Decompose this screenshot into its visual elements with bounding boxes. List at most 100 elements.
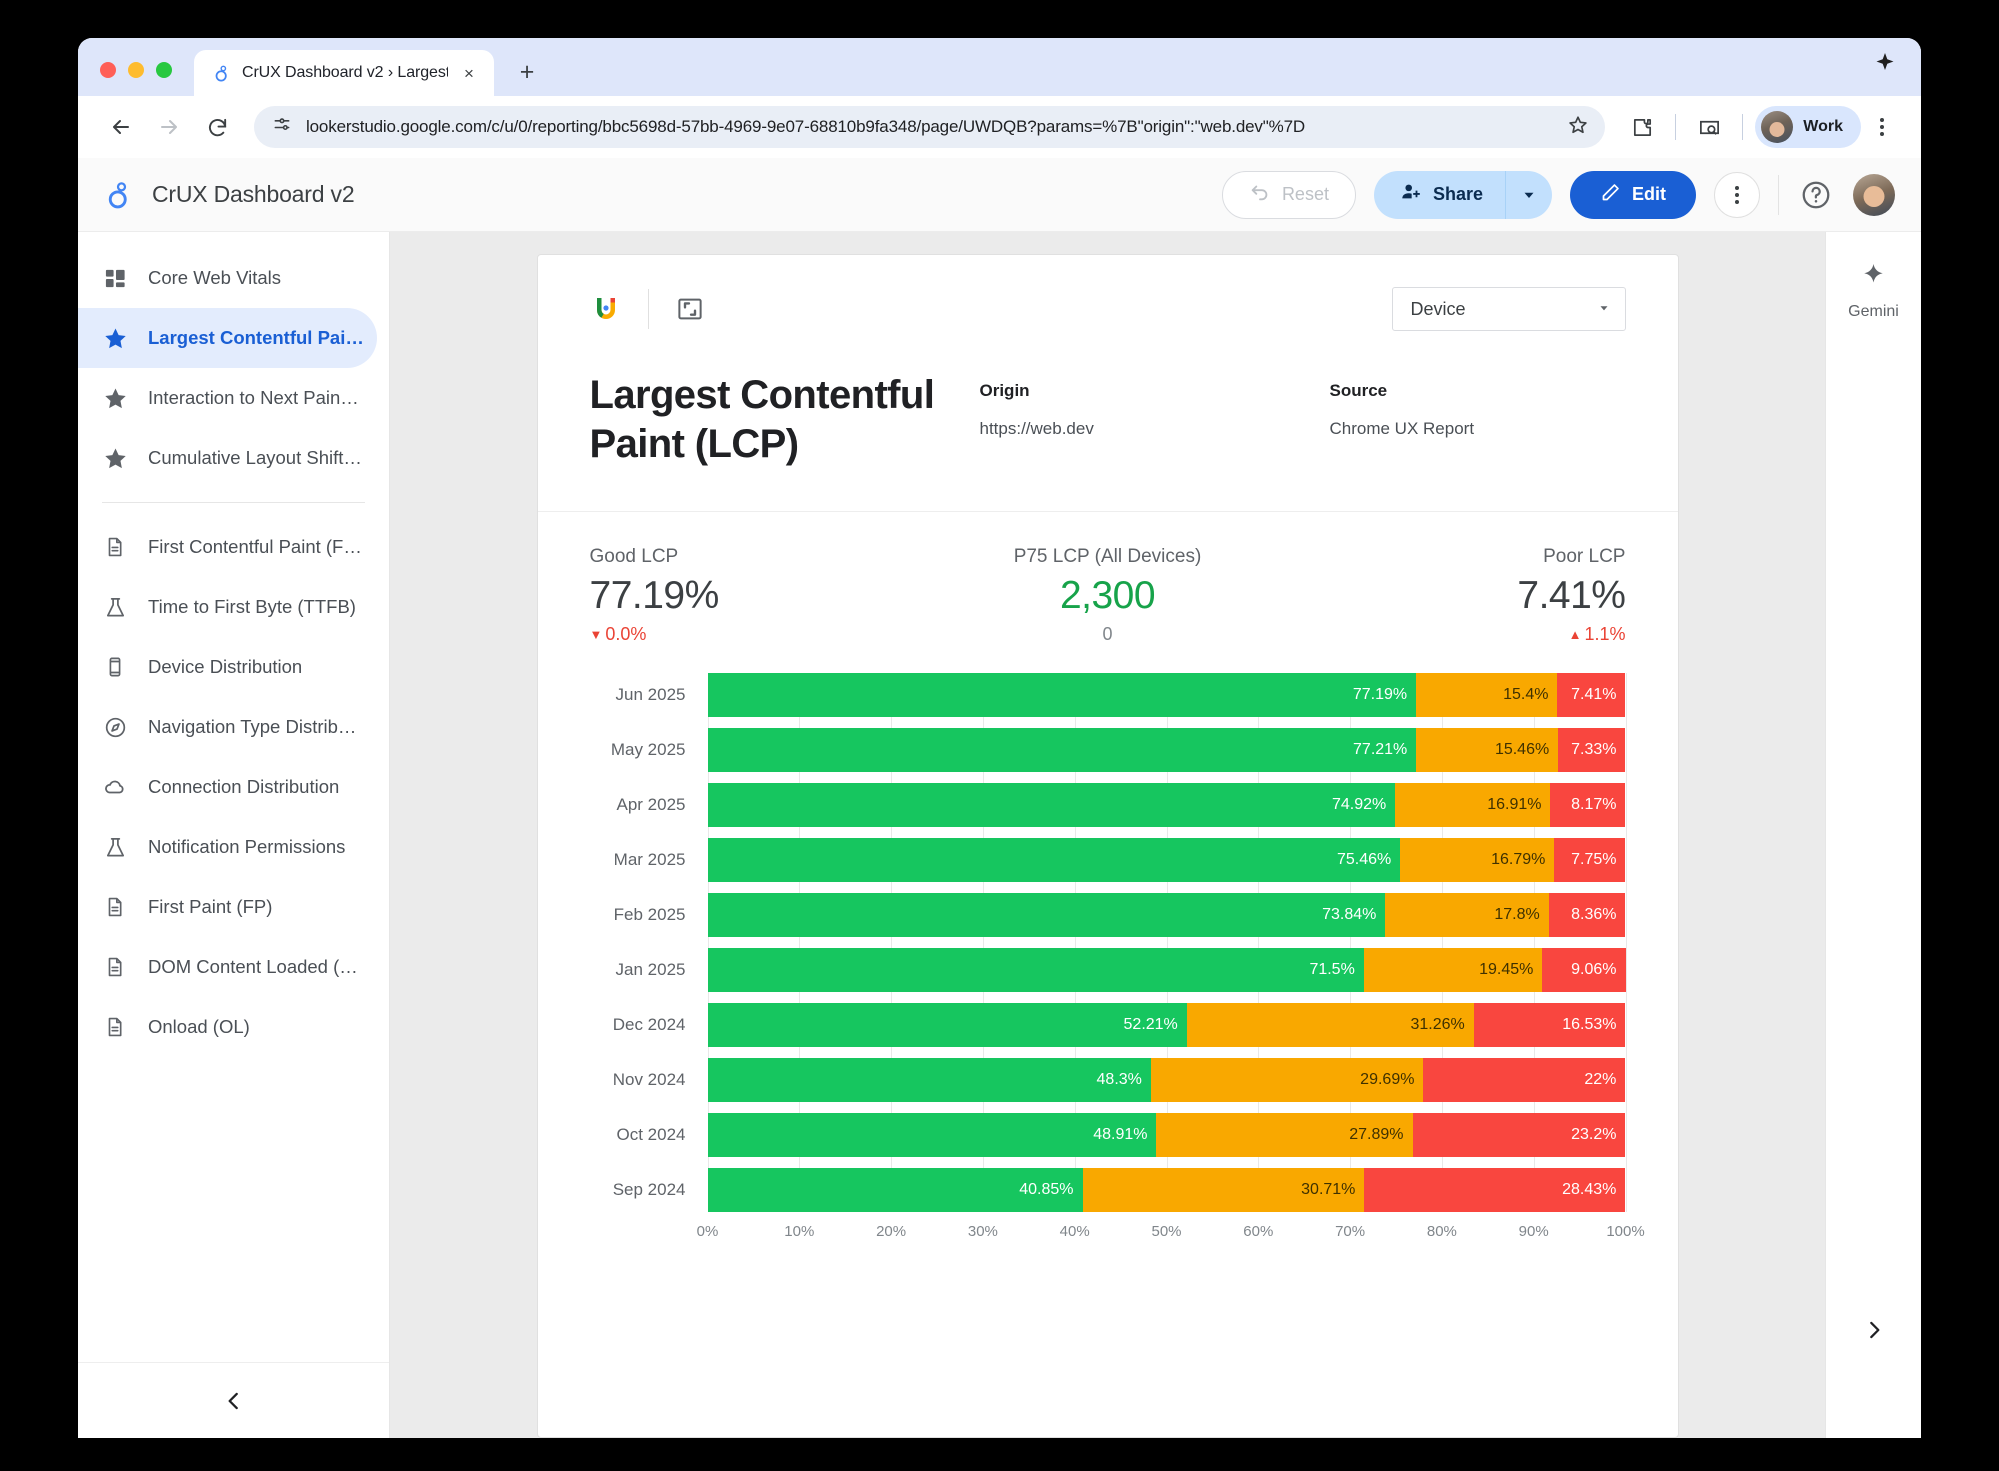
gemini-button[interactable]: Gemini — [1848, 262, 1899, 321]
close-window-button[interactable] — [100, 62, 116, 78]
bar-segment-poor[interactable]: 9.06% — [1542, 947, 1626, 992]
sidebar-item-interaction-to-next-paint[interactable]: Interaction to Next Pain… — [78, 368, 377, 428]
new-tab-button[interactable]: + — [519, 57, 535, 86]
kpi-value: 2,300 — [1059, 573, 1156, 617]
bar-segment-needs[interactable]: 16.79% — [1400, 837, 1555, 882]
reload-icon[interactable] — [196, 106, 238, 148]
chart-bar-row[interactable]: Mar 2025 75.46% 16.79% 7.75% — [590, 837, 1626, 882]
chart-bar-row[interactable]: Apr 2025 74.92% 16.91% 8.17% — [590, 782, 1626, 827]
chevron-down-icon[interactable] — [1506, 171, 1552, 219]
bar-segment-poor[interactable]: 7.41% — [1557, 672, 1626, 717]
bar-segment-needs[interactable]: 19.45% — [1363, 947, 1543, 992]
bar-segment-label: 48.3% — [1096, 1070, 1142, 1088]
bar-segment-good[interactable]: 48.3% — [707, 1057, 1151, 1102]
chart-bar-row[interactable]: May 2025 77.21% 15.46% 7.33% — [590, 727, 1626, 772]
bar-segment-good[interactable]: 73.84% — [707, 892, 1386, 937]
edit-button[interactable]: Edit — [1570, 170, 1696, 219]
bar-segment-good[interactable]: 77.19% — [707, 672, 1417, 717]
bar-category-label: May 2025 — [610, 739, 686, 759]
bar-segment-poor[interactable]: 7.75% — [1554, 837, 1626, 882]
chart-bar-row[interactable]: Nov 2024 48.3% 29.69% 22% — [590, 1057, 1626, 1102]
bar-segment-needs[interactable]: 15.4% — [1416, 672, 1558, 717]
chart-bar-row[interactable]: Feb 2025 73.84% 17.8% 8.36% — [590, 892, 1626, 937]
sidebar-item-device-distribution[interactable]: Device Distribution — [78, 637, 377, 697]
bar-segment-good[interactable]: 74.92% — [707, 782, 1396, 827]
sidebar-item-first-contentful-paint[interactable]: First Contentful Paint (F… — [78, 517, 377, 577]
maximize-window-button[interactable] — [156, 62, 172, 78]
sidebar-item-connection-distribution[interactable]: Connection Distribution — [78, 757, 377, 817]
bar-segment-poor[interactable]: 7.33% — [1558, 727, 1626, 772]
bar-segment-poor[interactable]: 23.2% — [1412, 1112, 1626, 1157]
bar-segment-good[interactable]: 77.21% — [707, 727, 1417, 772]
sidebar-item-first-paint[interactable]: First Paint (FP) — [78, 877, 377, 937]
more-options-button[interactable] — [1714, 171, 1760, 218]
kpi-value: 7.41% — [1517, 573, 1626, 617]
chart-bar-row[interactable]: Oct 2024 48.91% 27.89% 23.2% — [590, 1112, 1626, 1157]
sparkle-icon[interactable] — [1873, 51, 1897, 80]
expand-icon[interactable] — [675, 294, 705, 324]
help-icon[interactable] — [1797, 176, 1835, 214]
chart-bar-row[interactable]: Dec 2024 52.21% 31.26% 16.53% — [590, 1002, 1626, 1047]
bar-segment-needs[interactable]: 29.69% — [1150, 1057, 1424, 1102]
sidebar-item-onload[interactable]: Onload (OL) — [78, 997, 377, 1057]
reset-button[interactable]: Reset — [1221, 170, 1356, 219]
kebab-menu-icon[interactable] — [1865, 118, 1899, 136]
sidebar-item-navigation-type-distribution[interactable]: Navigation Type Distrib… — [78, 697, 377, 757]
bar-segment-poor[interactable]: 8.17% — [1550, 782, 1626, 827]
sidebar-item-cumulative-layout-shift[interactable]: Cumulative Layout Shift… — [78, 428, 377, 488]
close-icon[interactable]: × — [464, 63, 474, 83]
address-bar[interactable]: lookerstudio.google.com/c/u/0/reporting/… — [254, 106, 1606, 148]
crux-logo-icon — [104, 178, 134, 212]
bar-segment-needs[interactable]: 27.89% — [1156, 1112, 1413, 1157]
chrome-ux-logo-icon — [590, 293, 622, 325]
sidebar-item-label: First Contentful Paint (F… — [148, 536, 362, 557]
bar-segment-label: 17.8% — [1494, 905, 1540, 923]
bar-segment-needs[interactable]: 30.71% — [1082, 1167, 1365, 1212]
undo-icon — [1249, 181, 1271, 208]
chart-bar-row[interactable]: Sep 2024 40.85% 30.71% 28.43% — [590, 1167, 1626, 1212]
chart-bar-row[interactable]: Jun 2025 77.19% 15.4% 7.41% — [590, 672, 1626, 717]
phone-icon — [102, 656, 128, 678]
tab-search-icon[interactable] — [1688, 106, 1730, 148]
star-icon[interactable] — [1567, 114, 1589, 141]
bar-segment-good[interactable]: 48.91% — [707, 1112, 1157, 1157]
bar-segment-poor[interactable]: 8.36% — [1548, 892, 1626, 937]
browser-tab[interactable]: CrUX Dashboard v2 › Largest × — [194, 50, 494, 96]
sidebar-item-core-web-vitals[interactable]: Core Web Vitals — [78, 248, 377, 308]
axis-tick: 70% — [1335, 1222, 1366, 1240]
sidebar-item-notification-permissions[interactable]: Notification Permissions — [78, 817, 377, 877]
bar-segment-label: 77.19% — [1352, 685, 1408, 703]
divider — [102, 502, 365, 503]
bar-segment-good[interactable]: 52.21% — [707, 1002, 1187, 1047]
collapse-sidebar-button[interactable] — [212, 1379, 256, 1423]
back-arrow-icon[interactable] — [100, 106, 142, 148]
chart-bar-row[interactable]: Jan 2025 71.5% 19.45% 9.06% — [590, 947, 1626, 992]
bar-segment-needs[interactable]: 15.46% — [1416, 727, 1559, 772]
forward-arrow-icon[interactable] — [148, 106, 190, 148]
bar-segment-good[interactable]: 40.85% — [707, 1167, 1083, 1212]
bar-segment-needs[interactable]: 31.26% — [1186, 1002, 1474, 1047]
sidebar-item-largest-contentful-paint[interactable]: Largest Contentful Pai… — [78, 308, 377, 368]
bar-segment-good[interactable]: 75.46% — [707, 837, 1401, 882]
bar-segment-needs[interactable]: 16.91% — [1395, 782, 1551, 827]
site-settings-icon[interactable] — [272, 115, 292, 140]
sidebar-item-dom-content-loaded[interactable]: DOM Content Loaded (… — [78, 937, 377, 997]
puzzle-icon[interactable] — [1621, 106, 1663, 148]
share-button[interactable]: Share — [1374, 171, 1505, 219]
profile-chip[interactable]: Work — [1755, 106, 1861, 148]
bar-segment-poor[interactable]: 22% — [1423, 1057, 1626, 1102]
bar-segment-good[interactable]: 71.5% — [707, 947, 1364, 992]
bar-segment-poor[interactable]: 16.53% — [1473, 1002, 1626, 1047]
bar-segment-label: 19.45% — [1479, 960, 1534, 978]
bar-segment-poor[interactable]: 28.43% — [1364, 1167, 1626, 1212]
bar-segment-label: 71.5% — [1309, 960, 1355, 978]
sidebar-item-time-to-first-byte[interactable]: Time to First Byte (TTFB) — [78, 577, 377, 637]
next-page-button[interactable] — [1852, 1308, 1896, 1352]
share-label: Share — [1432, 184, 1483, 204]
bar-segment-needs[interactable]: 17.8% — [1385, 892, 1549, 937]
kpi-delta: ▼ 0.0% — [590, 624, 647, 645]
avatar[interactable] — [1853, 173, 1895, 216]
minimize-window-button[interactable] — [128, 62, 144, 78]
document-icon — [102, 896, 128, 918]
device-filter-select[interactable]: Device — [1391, 287, 1626, 331]
